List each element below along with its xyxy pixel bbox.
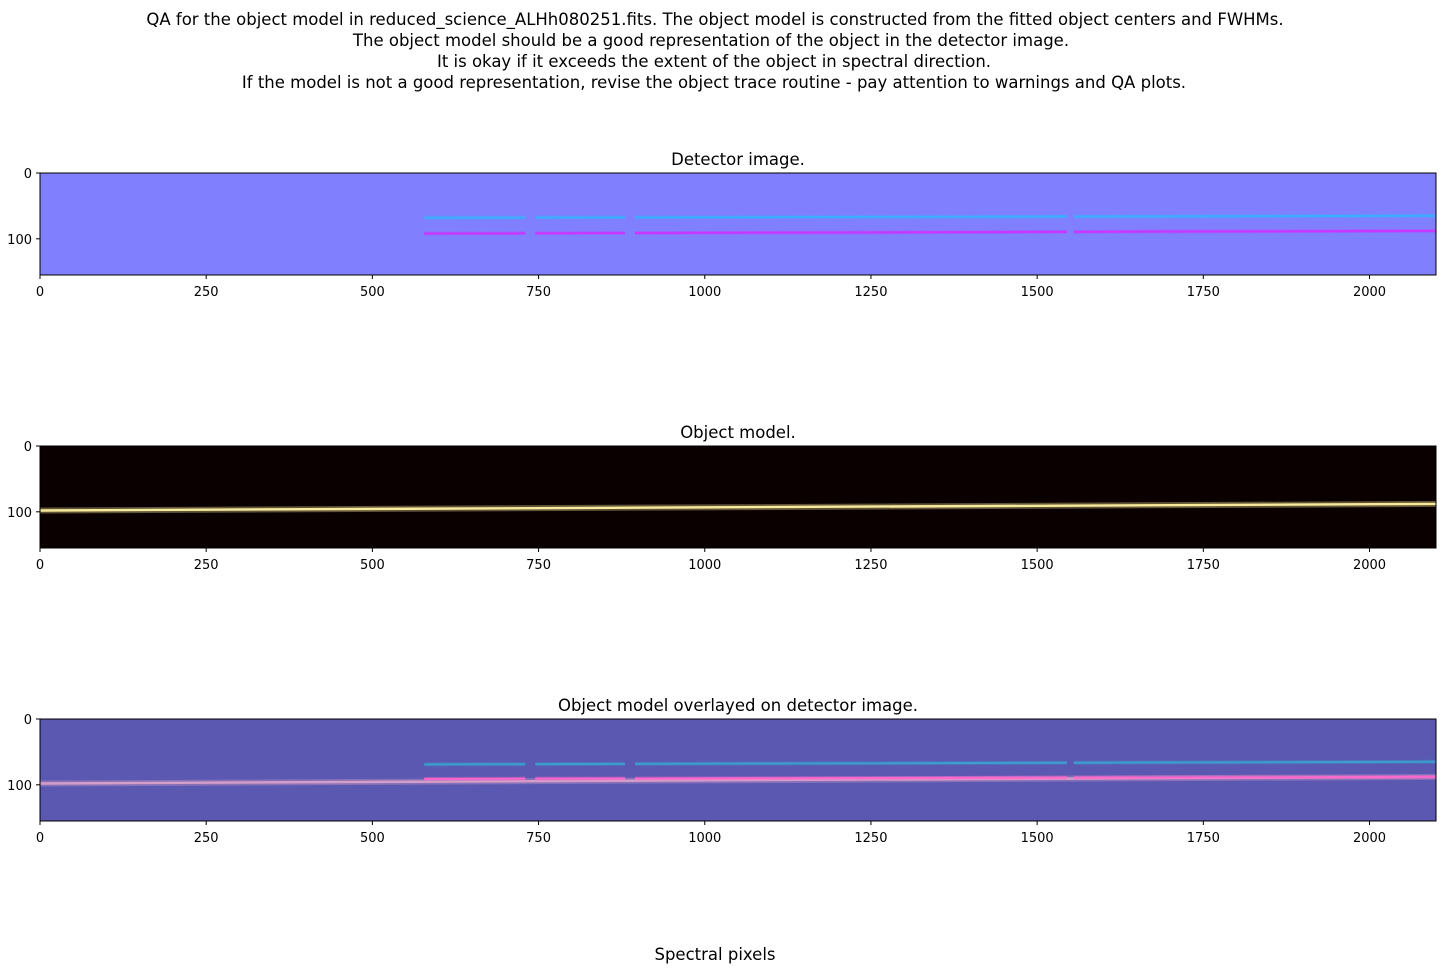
x-tick-label: 750 [526,285,551,300]
trace-group [40,500,1436,514]
image-background [40,173,1436,275]
panel-overlay: Object model overlayed on detector image… [7,696,1437,846]
x-tick-label: 500 [360,831,385,846]
y-tick-label: 0 [24,713,32,728]
x-tick-label: 1750 [1187,285,1220,300]
axes-frame [39,172,1437,276]
trace-segment [1073,229,1436,233]
x-tick-label: 1750 [1187,831,1220,846]
y-tick-label: 100 [7,506,32,521]
trace-group [40,759,1436,787]
x-tick-label: 750 [526,558,551,573]
x-tick-label: 1000 [688,831,721,846]
y-tick-label: 0 [24,440,32,455]
x-tick-label: 500 [360,285,385,300]
x-tick-label: 0 [36,831,44,846]
trace-segment [634,230,1068,234]
x-tick-label: 1000 [688,558,721,573]
x-tick-label: 250 [194,831,219,846]
x-tick-label: 0 [36,558,44,573]
trace-segment [634,776,1068,780]
x-tick-label: 1000 [688,285,721,300]
x-tick-label: 250 [194,558,219,573]
x-tick-label: 1500 [1021,285,1054,300]
trace-segment [634,215,1068,219]
figure-header: QA for the object model in reduced_scien… [146,10,1283,92]
panel-object-model: Object model.0 250 500 750 1000 1250 1500 1750 2… [7,423,1437,573]
x-tick-label: 1750 [1187,558,1220,573]
x-tick-label: 2000 [1353,285,1386,300]
panel-title: Detector image. [671,150,805,169]
x-axis-label: Spectral pixels [654,945,775,964]
x-tick-label: 1500 [1021,558,1054,573]
trace-segment [634,761,1068,765]
x-tick-label: 1250 [854,831,887,846]
image-background [40,719,1436,821]
x-tick-label: 2000 [1353,558,1386,573]
header-line-4: If the model is not a good representatio… [242,73,1186,92]
axes-frame [39,718,1437,822]
y-tick-label: 100 [7,779,32,794]
panel-detector-image: Detector image.0 250 500 750 1000 1250 1500 175… [7,150,1437,300]
axes-frame [39,445,1437,549]
x-tick-label: 1500 [1021,831,1054,846]
y-tick-label: 0 [24,167,32,182]
x-tick-label: 1250 [854,558,887,573]
x-tick-label: 500 [360,558,385,573]
x-tick-label: 750 [526,831,551,846]
trace-segment [1073,760,1436,764]
x-tick-label: 1250 [854,285,887,300]
panel-title: Object model. [680,423,796,442]
header-line-1: QA for the object model in reduced_scien… [146,10,1283,30]
trace-segment [1073,214,1436,218]
header-line-2: The object model should be a good repres… [352,31,1069,50]
header-line-3: It is okay if it exceeds the extent of t… [437,52,991,71]
x-tick-label: 2000 [1353,831,1386,846]
trace-segment [40,502,1436,512]
trace-segment [1073,775,1436,779]
trace-group [424,213,1436,236]
panel-title: Object model overlayed on detector image… [558,696,918,715]
image-background [40,446,1436,548]
y-tick-label: 100 [7,233,32,248]
x-tick-label: 0 [36,285,44,300]
x-tick-label: 250 [194,285,219,300]
